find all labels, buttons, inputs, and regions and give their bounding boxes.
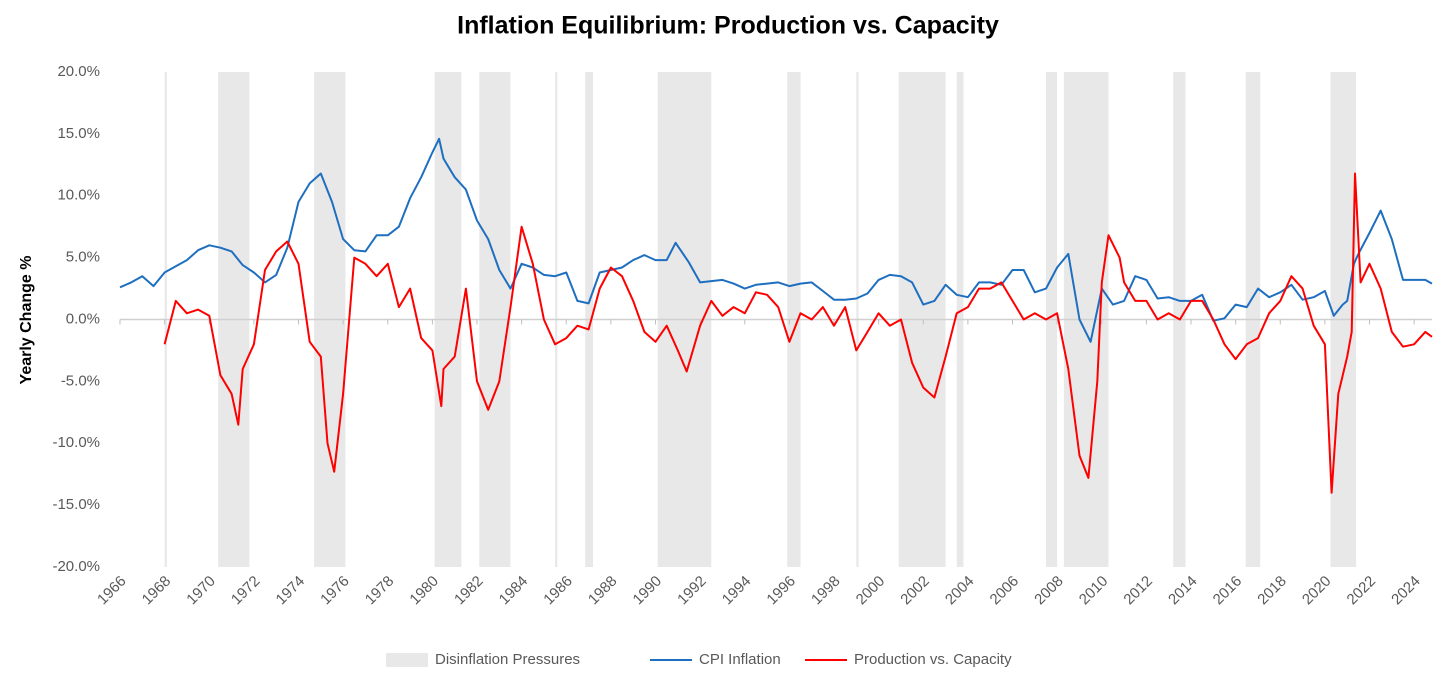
y-tick-label: 15.0% — [57, 125, 100, 142]
x-tick-label: 1968 — [139, 573, 175, 609]
x-tick-label: 2014 — [1165, 573, 1201, 609]
x-tick-label: 1986 — [540, 573, 576, 609]
x-tick-label: 1996 — [763, 573, 799, 609]
chart-title: Inflation Equilibrium: Production vs. Ca… — [457, 12, 999, 40]
x-tick-label: 2008 — [1031, 573, 1067, 609]
y-tick-label: 5.0% — [66, 249, 100, 266]
y-tick-label: -15.0% — [52, 496, 100, 513]
x-tick-label: 1998 — [808, 573, 844, 609]
x-tick-label: 1984 — [496, 573, 532, 609]
x-tick-label: 2004 — [942, 573, 978, 609]
x-tick-label: 2018 — [1254, 573, 1290, 609]
x-tick-label: 1988 — [585, 573, 621, 609]
x-tick-label: 2020 — [1299, 573, 1335, 609]
y-tick-label: 10.0% — [57, 187, 100, 204]
x-tick-label: 2016 — [1210, 573, 1246, 609]
x-tick-label: 2002 — [897, 573, 933, 609]
x-tick-label: 2024 — [1388, 573, 1424, 609]
x-tick-label: 2022 — [1344, 573, 1380, 609]
series-line — [163, 172, 1433, 494]
x-tick-label: 2006 — [987, 573, 1023, 609]
y-tick-label: 20.0% — [57, 63, 100, 80]
x-tick-label: 1970 — [183, 573, 219, 609]
series-line — [119, 137, 1433, 343]
y-tick-label: 0.0% — [66, 310, 100, 327]
x-tick-label: 1972 — [228, 573, 264, 609]
x-tick-label: 1994 — [719, 573, 755, 609]
x-tick-label: 1966 — [94, 573, 130, 609]
x-tick-label: 1978 — [362, 573, 398, 609]
legend-label: Disinflation Pressures — [435, 651, 580, 668]
legend-label: CPI Inflation — [699, 651, 781, 668]
y-tick-label: -5.0% — [61, 372, 100, 389]
y-tick-label: -10.0% — [52, 434, 100, 451]
legend-swatch — [386, 653, 428, 667]
x-tick-label: 2012 — [1120, 573, 1156, 609]
y-tick-label: -20.0% — [52, 558, 100, 575]
y-axis-label: Yearly Change % — [18, 256, 35, 385]
x-tick-label: 1982 — [451, 573, 487, 609]
x-tick-label: 1976 — [317, 573, 353, 609]
x-tick-label: 1990 — [630, 573, 666, 609]
x-tick-label: 1974 — [273, 573, 309, 609]
x-tick-label: 1980 — [406, 573, 442, 609]
legend-label: Production vs. Capacity — [854, 651, 1012, 668]
x-tick-label: 2010 — [1076, 573, 1112, 609]
x-tick-label: 2000 — [853, 573, 889, 609]
x-tick-label: 1992 — [674, 573, 710, 609]
